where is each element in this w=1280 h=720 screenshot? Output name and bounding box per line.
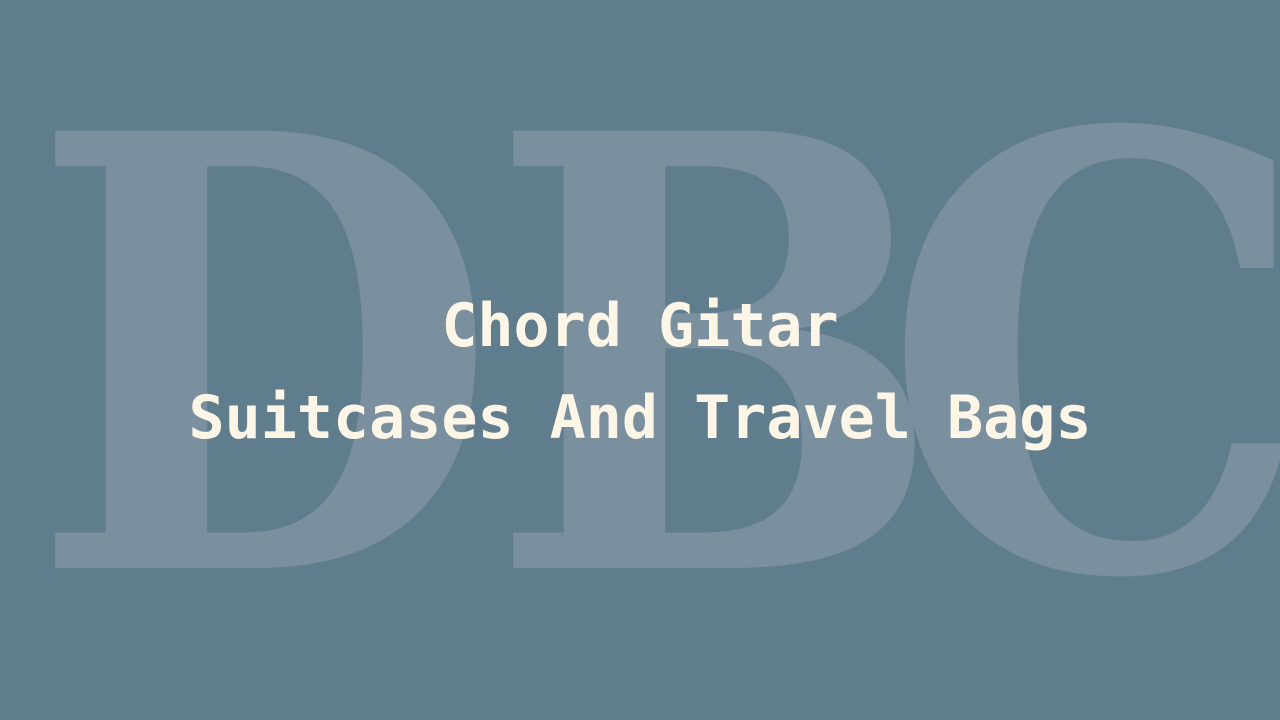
title-line-2: Suitcases And Travel Bags [188,383,1092,453]
watermark-letter-b: B [488,5,945,710]
title-line-1: Chord Gitar [441,291,839,361]
watermark-letter-c: C [882,5,1280,710]
watermark-letter-d: D [30,5,499,710]
page-title: Chord Gitar Suitcases And Travel Bags [0,280,1280,464]
